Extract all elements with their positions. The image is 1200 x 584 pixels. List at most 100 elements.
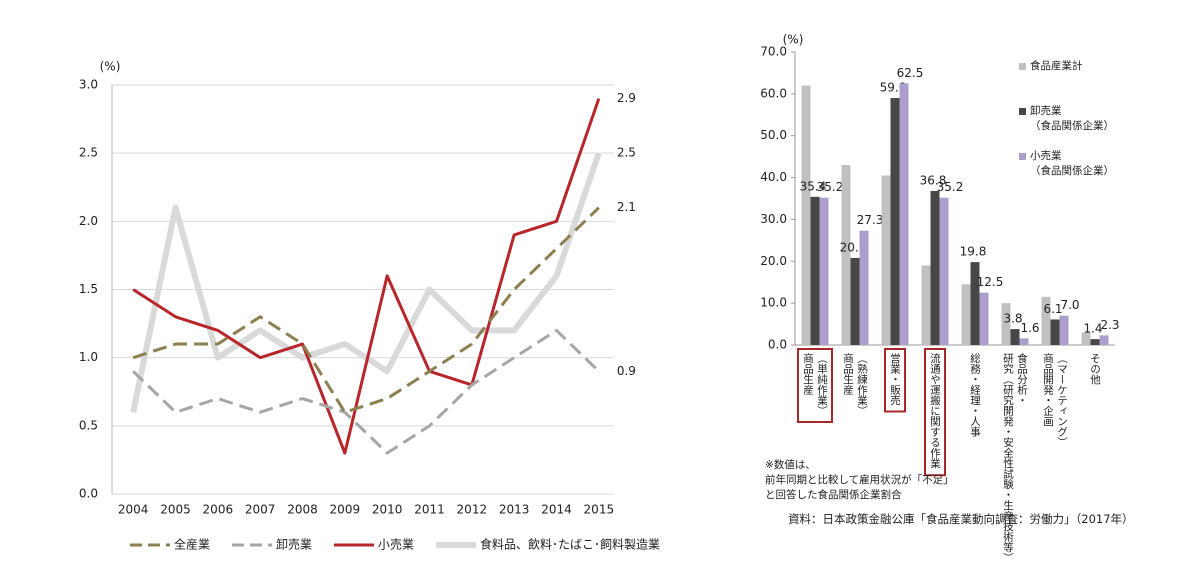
bar bbox=[1081, 332, 1091, 345]
y-tick-label: 1.5 bbox=[79, 282, 98, 296]
x-tick-label: 2013 bbox=[499, 503, 530, 517]
bar bbox=[1010, 329, 1020, 345]
highlight-box bbox=[924, 348, 946, 477]
x-tick-label: 総務・経理・人事 bbox=[969, 352, 981, 437]
y-tick-label: 1.0 bbox=[79, 350, 98, 364]
bar bbox=[859, 230, 869, 345]
y-tick-label: 0.5 bbox=[79, 418, 98, 432]
highlight-box bbox=[797, 348, 833, 423]
legend-swatch bbox=[1019, 153, 1026, 160]
y-tick-label: 2.0 bbox=[79, 214, 98, 228]
value-label: 35.2 bbox=[817, 180, 844, 194]
bar bbox=[810, 196, 820, 345]
legend-label: 食品産業計 bbox=[1030, 60, 1083, 72]
y-tick-label: 3.0 bbox=[79, 78, 98, 92]
bar bbox=[1001, 303, 1011, 345]
bar bbox=[1059, 315, 1069, 345]
value-label: 1.4 bbox=[1083, 322, 1102, 336]
x-tick-label: （熟練作業） bbox=[856, 353, 868, 416]
y-axis-label: (%) bbox=[100, 60, 121, 74]
bar bbox=[1041, 296, 1051, 345]
bar bbox=[841, 165, 851, 345]
end-label: 2.1 bbox=[617, 200, 636, 214]
line-series bbox=[132, 98, 601, 455]
value-label: 35.4 bbox=[800, 179, 827, 193]
bar bbox=[921, 265, 931, 345]
y-axis-label: (%) bbox=[783, 33, 804, 47]
x-tick-label: （マーケティング） bbox=[1056, 353, 1068, 448]
line-series bbox=[130, 152, 602, 413]
value-label: 6.1 bbox=[1043, 302, 1062, 316]
x-tick-label: 商品開発・企画 bbox=[1042, 352, 1054, 427]
bar bbox=[930, 190, 940, 345]
bar bbox=[1019, 338, 1029, 345]
bar bbox=[850, 257, 860, 345]
legend-label: 食料品、飲料･たばこ･飼料製造業 bbox=[480, 537, 660, 552]
end-label: 0.9 bbox=[617, 364, 636, 378]
x-tick-label: 2006 bbox=[203, 503, 234, 517]
legend-swatch bbox=[1019, 108, 1026, 115]
bar bbox=[970, 262, 980, 345]
end-label: 2.5 bbox=[617, 146, 636, 160]
bar bbox=[819, 197, 829, 345]
x-tick-label: 2014 bbox=[541, 503, 572, 517]
line-series bbox=[132, 328, 600, 455]
legend-label: 全産業 bbox=[174, 537, 210, 552]
y-tick-label: 30.0 bbox=[760, 212, 787, 226]
y-tick-label: 50.0 bbox=[760, 128, 787, 142]
value-label: 35.2 bbox=[937, 180, 964, 194]
value-label: 62.5 bbox=[897, 66, 924, 80]
bar bbox=[1099, 335, 1109, 345]
x-tick-label: 2015 bbox=[584, 503, 615, 517]
x-tick-label: 食品分析・ bbox=[1016, 352, 1028, 405]
bar bbox=[1050, 319, 1060, 345]
end-label: 2.9 bbox=[617, 91, 636, 105]
legend-swatch bbox=[1019, 63, 1026, 70]
source: 資料：日本政策金融公庫「食品産業動向調査：労働力」（2017年） bbox=[788, 512, 1134, 526]
x-tick-label: 2011 bbox=[414, 503, 445, 517]
bar bbox=[890, 98, 900, 346]
legend-label: 小売業 bbox=[378, 537, 414, 552]
legend-label: 卸売業 bbox=[276, 537, 312, 552]
x-tick-label: 2005 bbox=[160, 503, 191, 517]
bar bbox=[979, 292, 989, 345]
bar bbox=[899, 83, 909, 346]
y-tick-label: 70.0 bbox=[760, 45, 787, 59]
legend-label: 小売業（食品関係企業） bbox=[1030, 150, 1114, 177]
value-label: 7.0 bbox=[1060, 298, 1079, 312]
line-series bbox=[132, 206, 600, 414]
x-tick-label: 2007 bbox=[245, 503, 276, 517]
bar bbox=[1090, 339, 1100, 345]
x-tick-label: （単純作業） bbox=[816, 353, 828, 416]
x-tick-label: 2010 bbox=[372, 503, 403, 517]
y-tick-label: 0.0 bbox=[768, 338, 787, 352]
y-tick-label: 10.0 bbox=[760, 296, 787, 310]
x-tick-label: 2012 bbox=[457, 503, 488, 517]
legend-label: 卸売業（食品関係企業） bbox=[1030, 105, 1114, 132]
value-label: 2.3 bbox=[1100, 318, 1119, 332]
highlight-box bbox=[884, 348, 906, 413]
y-tick-label: 60.0 bbox=[760, 86, 787, 100]
x-tick-label: 流通や運搬に関する作業 bbox=[929, 352, 941, 469]
y-tick-label: 20.0 bbox=[760, 254, 787, 268]
value-label: 1.6 bbox=[1020, 321, 1039, 335]
bar bbox=[881, 175, 891, 345]
value-label: 19.8 bbox=[960, 245, 987, 259]
value-label: 27.3 bbox=[857, 213, 884, 227]
x-tick-label: 商品生産 bbox=[802, 352, 814, 396]
value-label: 36.8 bbox=[920, 173, 947, 187]
bar bbox=[961, 284, 971, 345]
y-tick-label: 40.0 bbox=[760, 170, 787, 184]
bar bbox=[939, 197, 949, 345]
x-tick-label: 2008 bbox=[287, 503, 318, 517]
x-tick-label: 2009 bbox=[330, 503, 361, 517]
y-tick-label: 0.0 bbox=[79, 487, 98, 501]
x-tick-label: その他 bbox=[1089, 353, 1101, 385]
y-tick-label: 2.5 bbox=[79, 146, 98, 160]
x-tick-label: 研究（研究開発・安全性試験・生産技術等） bbox=[1002, 353, 1014, 563]
x-tick-label: 商品生産 bbox=[842, 352, 854, 396]
bar bbox=[801, 85, 811, 345]
footnote: ※数値は、前年同期と比較して雇用状況が「不足」と回答した食品関係企業割合 bbox=[765, 459, 954, 501]
